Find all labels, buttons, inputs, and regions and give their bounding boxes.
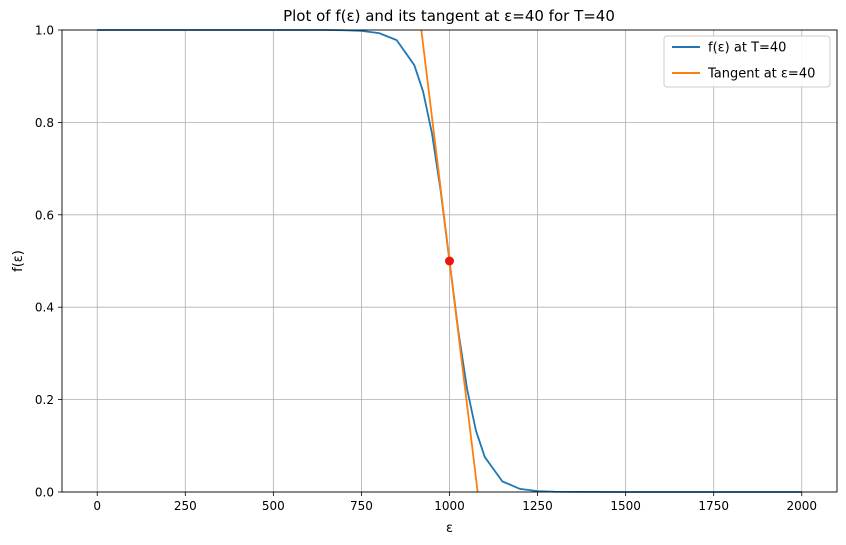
legend: f(ε) at T=40 Tangent at ε=40 [663,35,831,88]
y-tick-label: 0.4 [35,301,54,315]
legend-box [663,35,831,88]
x-tick-label: 1000 [434,499,465,513]
x-axis: 0 250 500 750 1000 1250 1500 1750 2000 [93,492,817,513]
chart-title: Plot of f(ε) and its tangent at ε=40 for… [283,7,615,25]
legend-label-series-1: f(ε) at T=40 [708,41,786,56]
y-axis-label: f(ε) [11,250,26,272]
y-axis: 0.0 0.2 0.4 0.6 0.8 1.0 [35,24,62,500]
x-tick-label: 500 [262,499,285,513]
x-tick-label: 2000 [786,499,817,513]
y-tick-label: 0.6 [35,208,54,222]
legend-label-series-2: Tangent at ε=40 [707,67,815,82]
x-tick-label: 250 [174,499,197,513]
x-tick-label: 0 [93,499,101,513]
x-tick-label: 1500 [610,499,641,513]
x-tick-label: 750 [350,499,373,513]
x-tick-label: 1250 [522,499,553,513]
y-tick-label: 0.8 [35,116,54,130]
y-tick-label: 1.0 [35,24,54,38]
points-layer [445,256,454,266]
x-axis-label: ε [446,521,453,536]
y-tick-label: 0.0 [35,486,54,500]
x-tick-label: 1750 [698,499,729,513]
y-tick-label: 0.2 [35,393,54,407]
tangent-point [445,256,454,266]
